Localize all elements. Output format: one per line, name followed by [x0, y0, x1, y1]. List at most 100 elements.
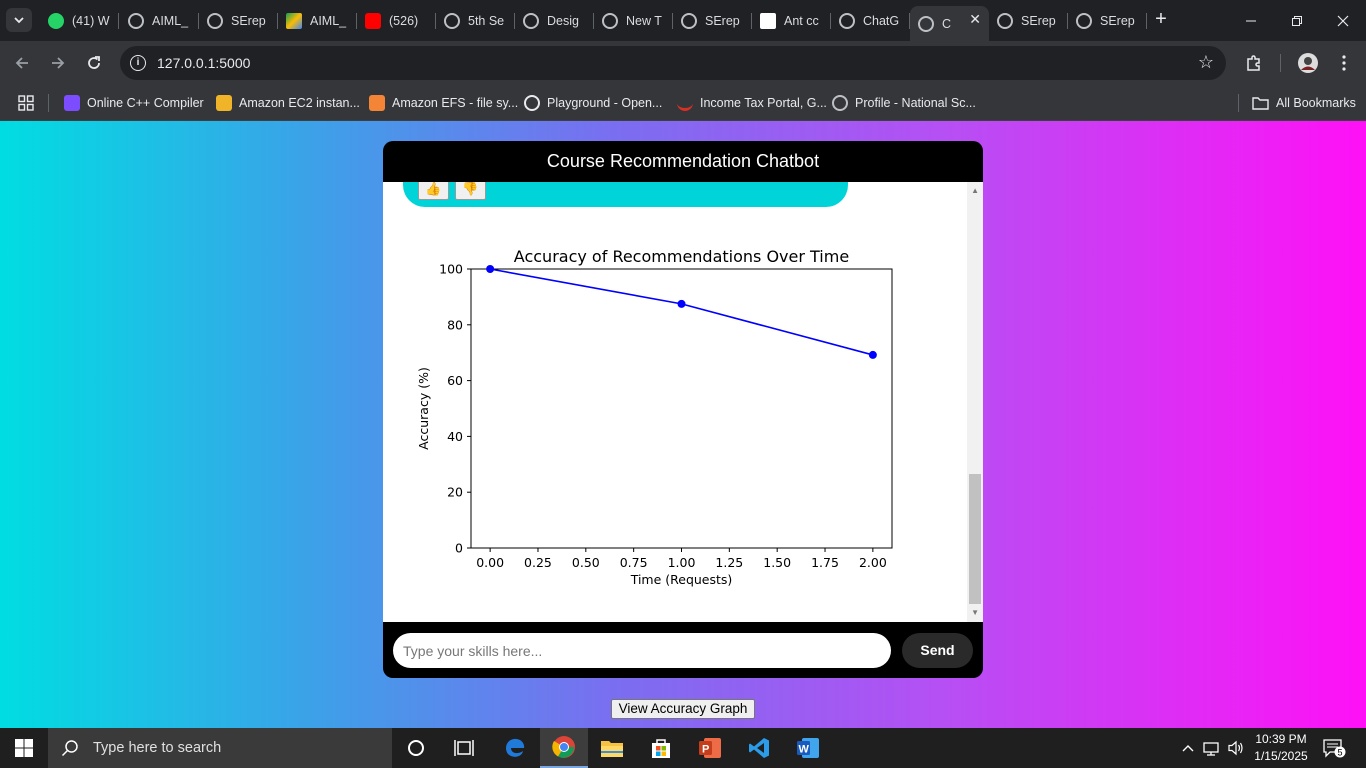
apps-button[interactable] — [18, 92, 34, 114]
bookmark-item[interactable]: Playground - Open... — [524, 92, 662, 114]
tab-separator — [356, 13, 357, 29]
chart-plot-area — [470, 268, 893, 549]
send-button[interactable]: Send — [902, 633, 973, 668]
new-tab-button[interactable]: + — [1155, 8, 1167, 30]
bookmark-item[interactable]: Amazon EC2 instan... — [216, 92, 360, 114]
chat-messages[interactable]: 👍 👎 Accuracy of Recommendations Over Tim… — [383, 182, 983, 622]
browser-tab[interactable]: (526) — [357, 6, 436, 35]
tab-title: 5th Se — [468, 13, 505, 28]
close-tab-icon[interactable]: ✕ — [969, 11, 981, 27]
browser-tab[interactable]: SErep — [989, 6, 1068, 35]
extensions-button[interactable] — [1240, 49, 1268, 77]
browser-tab[interactable]: 5th Se — [436, 6, 515, 35]
avatar-icon — [1298, 53, 1318, 73]
view-accuracy-graph-button[interactable]: View Accuracy Graph — [611, 699, 755, 719]
vscode-app[interactable] — [735, 728, 783, 768]
task-view-button[interactable] — [440, 728, 488, 768]
browser-tab[interactable]: SErep — [673, 6, 752, 35]
edge-app[interactable] — [491, 728, 539, 768]
scroll-up-arrow-icon[interactable]: ▲ — [971, 186, 979, 195]
puzzle-icon — [1247, 55, 1260, 71]
reload-button[interactable] — [80, 49, 108, 77]
browser-tab[interactable]: C ✕ — [910, 6, 989, 41]
y-tick-label: 100 — [439, 262, 463, 277]
clock-time: 10:39 PM — [1255, 732, 1307, 746]
menu-button[interactable] — [1330, 49, 1358, 77]
browser-tab[interactable]: SErep — [1068, 6, 1147, 35]
minimize-button[interactable] — [1228, 0, 1274, 41]
forward-button[interactable] — [44, 49, 72, 77]
data-point — [868, 350, 877, 359]
chat-scrollbar[interactable]: ▲ ▼ — [967, 182, 983, 622]
edge-icon — [506, 738, 525, 757]
chart-title: Accuracy of Recommendations Over Time — [514, 247, 849, 266]
bookmark-item[interactable]: Amazon EFS - file sy... — [369, 92, 518, 114]
skills-input[interactable] — [393, 633, 891, 668]
tab-title: Ant cc — [784, 13, 819, 28]
reload-icon — [88, 56, 100, 69]
network-button[interactable] — [1203, 728, 1221, 768]
volume-button[interactable] — [1227, 728, 1245, 768]
site-info-icon[interactable]: i — [130, 55, 146, 71]
browser-tab[interactable]: Ant cc — [752, 6, 831, 35]
restore-button[interactable] — [1274, 0, 1320, 41]
globe-icon — [997, 12, 1013, 29]
svg-text:W: W — [799, 744, 810, 756]
scrollbar-thumb[interactable] — [969, 474, 981, 604]
bookmark-item[interactable]: Profile - National Sc... — [832, 92, 976, 114]
notifications-button[interactable]: 5 — [1322, 728, 1346, 768]
browser-tab[interactable]: (41) W — [40, 6, 119, 35]
google-drive-icon — [286, 12, 302, 29]
taskbar-clock[interactable]: 10:39 PM 1/15/2025 — [1250, 731, 1312, 765]
x-tick-label: 0.00 — [476, 555, 504, 570]
browser-tab[interactable]: SErep — [199, 6, 278, 35]
browser-tab[interactable]: ChatG — [831, 6, 910, 35]
arrow-left-icon — [15, 57, 28, 69]
thumbs-down-icon: 👎 — [462, 182, 479, 196]
bookmark-item[interactable]: Income Tax Portal, G... — [677, 92, 827, 114]
thumbs-down-button[interactable]: 👎 — [455, 182, 486, 200]
chat-input-bar: Send — [383, 622, 983, 678]
microsoft-store-app[interactable] — [637, 728, 685, 768]
globe-icon — [444, 12, 460, 29]
tab-title: AIML_ — [152, 13, 189, 28]
notification-count: 5 — [1338, 748, 1343, 758]
scroll-down-arrow-icon[interactable]: ▼ — [971, 608, 979, 617]
browser-tab[interactable]: AIML_ — [120, 6, 199, 35]
tab-separator — [751, 13, 752, 29]
x-tick-label: 2.00 — [859, 555, 887, 570]
cortana-button[interactable] — [392, 728, 440, 768]
speaker-icon — [1228, 740, 1243, 756]
page-viewport: Course Recommendation Chatbot 👍 👎 Accura… — [0, 121, 1366, 728]
browser-tab[interactable]: New T — [594, 6, 673, 35]
word-app[interactable]: W — [784, 728, 832, 768]
data-point — [486, 265, 495, 273]
browser-tab[interactable]: Desig — [515, 6, 594, 35]
aws-ec2-icon — [216, 95, 232, 111]
address-bar[interactable]: i 127.0.0.1:5000 ☆ — [120, 46, 1226, 80]
file-explorer-app[interactable] — [588, 728, 636, 768]
x-tick-label: 1.25 — [715, 555, 743, 570]
svg-text:P: P — [702, 744, 709, 756]
url-text[interactable]: 127.0.0.1:5000 — [157, 55, 251, 71]
microsoft-store-icon — [652, 739, 670, 758]
tab-search-button[interactable] — [6, 8, 32, 32]
tab-title: (41) W — [72, 13, 110, 28]
bookmark-item[interactable]: Online C++ Compiler — [64, 92, 204, 114]
show-hidden-icons-button[interactable] — [1181, 728, 1195, 768]
taskbar-search-placeholder: Type here to search — [93, 740, 222, 756]
kebab-menu-icon — [1342, 55, 1346, 71]
profile-avatar[interactable] — [1294, 49, 1322, 77]
bookmark-star-icon[interactable]: ☆ — [1197, 52, 1214, 72]
bookmark-label: Online C++ Compiler — [87, 96, 204, 110]
powerpoint-app[interactable]: P — [686, 728, 734, 768]
browser-tab[interactable]: AIML_ — [278, 6, 357, 35]
chrome-app[interactable] — [540, 728, 588, 768]
back-button[interactable] — [8, 49, 36, 77]
close-window-button[interactable] — [1320, 0, 1366, 41]
all-bookmarks-button[interactable]: All Bookmarks — [1252, 92, 1356, 114]
x-tick-label: 1.00 — [668, 555, 696, 570]
start-button[interactable] — [0, 728, 48, 768]
taskbar-search[interactable]: Type here to search — [48, 728, 392, 768]
thumbs-up-button[interactable]: 👍 — [418, 182, 449, 200]
